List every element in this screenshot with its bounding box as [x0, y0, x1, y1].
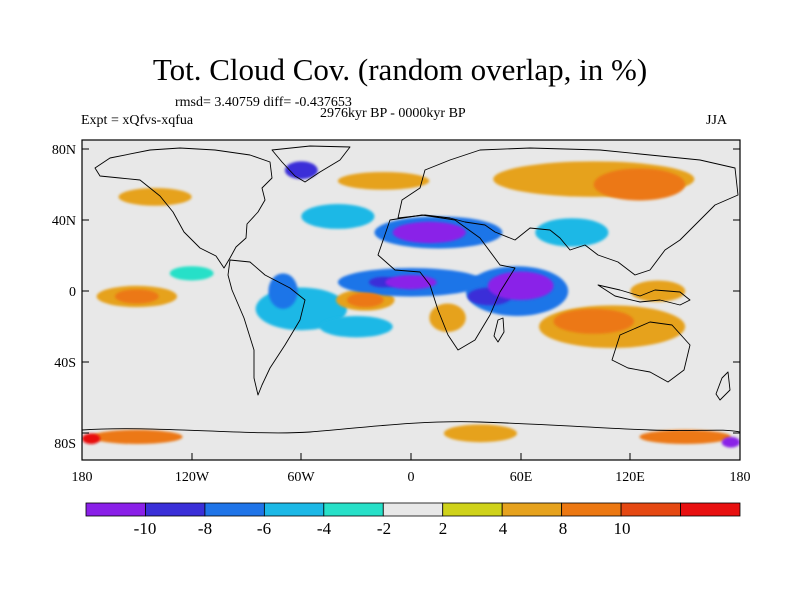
- colorbar-label: -10: [133, 519, 157, 538]
- coast-new-zealand: [715, 371, 731, 401]
- colorbar-label: -8: [197, 519, 213, 538]
- lon-label: 180: [730, 470, 751, 485]
- anomaly-patch: [639, 429, 731, 444]
- coast-africa: [377, 214, 516, 351]
- colorbar-label: -6: [256, 519, 272, 538]
- colorbar: [85, 502, 741, 517]
- coast-eurasia: [397, 147, 739, 276]
- anomaly-patch: [169, 266, 214, 281]
- colorbar-swatch: [204, 502, 265, 517]
- lat-label: 0: [69, 285, 76, 300]
- colorbar-swatch: [442, 502, 503, 517]
- coast-madagascar: [493, 317, 505, 343]
- lon-label: 180: [72, 470, 93, 485]
- anomaly-patch: [284, 161, 318, 180]
- lon-label: 60W: [287, 470, 315, 485]
- colorbar-swatch: [680, 502, 741, 517]
- anomaly-patch: [443, 424, 518, 443]
- lat-label: 80S: [54, 437, 76, 452]
- season-label: JJA: [706, 113, 728, 128]
- colorbar-swatch: [145, 502, 206, 517]
- coast-antarctica: [82, 421, 740, 434]
- anomaly-patch: [118, 188, 192, 206]
- coast-indonesia: [597, 284, 691, 306]
- colorbar-swatch: [85, 502, 146, 517]
- colorbar-label: 8: [558, 519, 568, 538]
- colorbar-swatch: [382, 502, 444, 517]
- anomaly-patch: [630, 280, 686, 302]
- colorbar-swatch: [620, 502, 681, 517]
- rmsd-diff-stats: rmsd= 3.40759 diff= -0.437653: [175, 95, 352, 110]
- lon-label: 60E: [510, 470, 533, 485]
- anomaly-patch: [268, 273, 298, 309]
- lat-label: 40S: [54, 356, 76, 371]
- anomaly-patch: [721, 436, 740, 448]
- experiment-label: Expt = xQfvs-xqfua: [81, 113, 194, 128]
- lon-label: 0: [408, 470, 415, 485]
- anomaly-patch: [553, 308, 634, 334]
- chart-title: Tot. Cloud Cov. (random overlap, in %): [152, 52, 648, 87]
- anomaly-patch: [593, 168, 686, 201]
- anomaly-patch: [347, 292, 384, 308]
- colorbar-swatch: [561, 502, 622, 517]
- anomaly-patch: [337, 172, 430, 190]
- axis-ticks: [81, 148, 741, 460]
- anomaly-patch: [429, 303, 466, 332]
- lat-label: 80N: [52, 143, 76, 158]
- colorbar-label: -2: [376, 519, 392, 538]
- colorbar-swatch: [263, 502, 325, 517]
- colorbar-label: -4: [316, 519, 332, 538]
- colorbar-label: 10: [613, 519, 631, 538]
- anomaly-patch: [487, 271, 554, 300]
- anomaly-patch: [392, 221, 466, 244]
- colorbar-swatch: [323, 502, 384, 517]
- anomaly-patch: [385, 275, 437, 290]
- anomaly-patch: [301, 204, 375, 229]
- coast-south-america: [227, 259, 306, 396]
- coast-australia: [611, 321, 691, 383]
- anomaly-patch: [535, 218, 609, 247]
- lat-label: 40N: [52, 214, 76, 229]
- colorbar-label: 2: [438, 519, 448, 538]
- colorbar-label: 4: [498, 519, 508, 538]
- coast-north-america: [94, 147, 273, 269]
- cloud-cover-field: [82, 161, 740, 448]
- anomaly-patch: [91, 429, 183, 444]
- anomaly-patch: [114, 289, 159, 304]
- lon-label: 120E: [615, 470, 645, 485]
- anomaly-patch: [319, 316, 393, 338]
- anomaly-patch: [82, 433, 101, 444]
- coastlines: [82, 145, 740, 434]
- time-period-label: 2976kyr BP - 0000kyr BP: [320, 106, 466, 121]
- colorbar-swatch: [501, 502, 563, 517]
- coast-greenland: [271, 145, 351, 183]
- lon-label: 120W: [175, 470, 210, 485]
- axis-labels: 80N 40N 0 40S 80S 180 120W 60W 0 60E 120…: [52, 143, 751, 485]
